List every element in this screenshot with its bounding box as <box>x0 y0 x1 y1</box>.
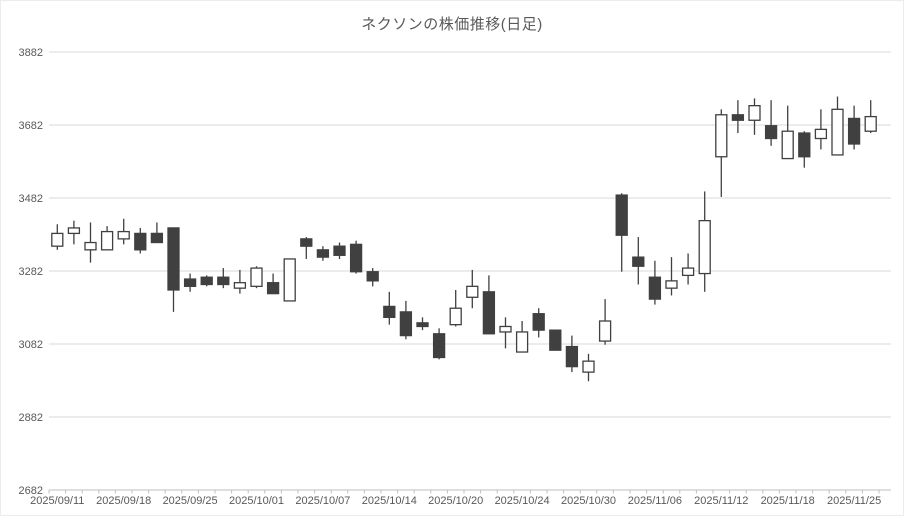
candle-body-down <box>150 232 164 244</box>
candle-body-up <box>665 280 678 289</box>
candle-body-down <box>632 256 645 267</box>
candle-body-down <box>300 238 313 247</box>
candle-body-down <box>266 282 280 295</box>
y-tick-label: 3882 <box>19 47 43 59</box>
candle-body-up <box>466 285 479 298</box>
candle-body-up <box>515 331 529 353</box>
x-tick-label: 2025/11/06 <box>628 495 682 507</box>
candle-body-up <box>698 219 711 275</box>
candle-body-up <box>283 258 296 302</box>
candle-body-down <box>532 313 545 331</box>
candle-body-up <box>51 232 64 247</box>
candle-body-down <box>134 232 147 251</box>
candle-body-up <box>67 227 81 235</box>
candle-body-down <box>565 345 579 368</box>
candle-body-up <box>449 307 462 326</box>
x-tick-label: 2025/10/24 <box>495 495 550 507</box>
candle-body-down <box>482 291 496 335</box>
x-tick-label: 2025/09/18 <box>96 495 151 507</box>
candle-body-up <box>781 130 794 160</box>
x-tick-label: 2025/09/11 <box>30 495 84 507</box>
candle-body-down <box>399 311 413 337</box>
y-tick-label: 2882 <box>19 412 43 424</box>
x-tick-label: 2025/10/20 <box>428 495 483 507</box>
candle-body-down <box>366 271 379 282</box>
chart-title: ネクソンの株価推移(日足) <box>361 16 543 33</box>
y-tick-label: 3482 <box>19 193 43 205</box>
y-tick-label: 3082 <box>19 339 43 351</box>
candle-body-down <box>648 276 662 300</box>
candle-body-up <box>233 282 247 289</box>
y-tick-label: 2682 <box>19 485 43 497</box>
candle-body-down <box>316 249 330 258</box>
candle-body-down <box>798 132 811 158</box>
y-tick-label: 3682 <box>19 120 43 132</box>
candle-body-down <box>416 322 429 328</box>
candle-body-up <box>748 105 761 121</box>
candle-body-up <box>681 267 695 277</box>
candle-body-down <box>200 276 213 286</box>
candle-body-down <box>731 114 745 121</box>
candle-body-down <box>333 245 346 256</box>
candle-body-up <box>598 320 612 342</box>
candle-body-down <box>167 227 180 291</box>
x-tick-label: 2025/10/07 <box>295 495 350 507</box>
candle-body-down <box>217 276 230 286</box>
x-tick-label: 2025/11/18 <box>761 495 815 507</box>
candle-body-up <box>499 325 512 333</box>
candle-body-up <box>831 108 844 156</box>
x-tick-label: 2025/10/01 <box>229 495 284 507</box>
candle-body-down <box>764 125 778 140</box>
candle-body-up <box>582 360 595 373</box>
candle-body-up <box>100 230 114 251</box>
y-tick-label: 3282 <box>19 266 43 278</box>
candle-body-down <box>383 305 396 319</box>
candle-body-down <box>349 243 363 273</box>
x-tick-label: 2025/09/25 <box>163 495 218 507</box>
candle-body-up <box>864 115 877 132</box>
candle-body-up <box>250 267 263 287</box>
candle-body-up <box>814 128 828 140</box>
x-tick-label: 2025/11/25 <box>827 495 881 507</box>
candle-body-down <box>615 194 628 236</box>
candle-body-up <box>117 230 130 240</box>
candle-body-down <box>432 333 446 359</box>
candle-body-up <box>715 114 728 158</box>
x-tick-label: 2025/10/30 <box>561 495 616 507</box>
candle-body-down <box>847 117 861 145</box>
x-tick-label: 2025/10/14 <box>362 495 417 507</box>
candle-body-down <box>183 278 197 287</box>
candle-body-up <box>84 241 97 251</box>
candle-body-down <box>549 329 562 351</box>
x-tick-label: 2025/11/12 <box>694 495 748 507</box>
